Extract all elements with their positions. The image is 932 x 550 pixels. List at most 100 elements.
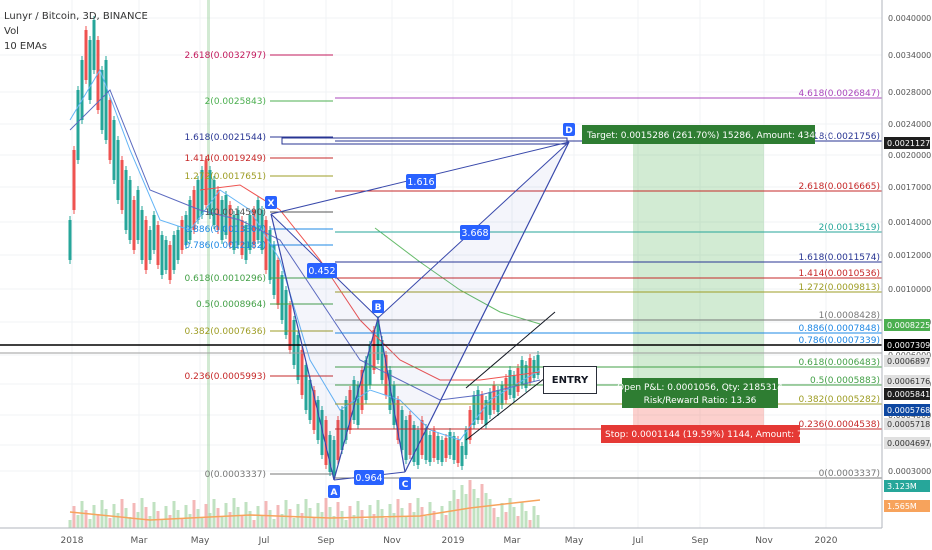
- volume-bar-5: [88, 519, 92, 528]
- candle-body-52: [276, 260, 280, 305]
- volume-bar-1: [72, 506, 76, 528]
- price-badge-label-2: 0.0007309: [887, 341, 930, 350]
- price-badge-8: [884, 437, 930, 449]
- candle-body-12: [116, 140, 120, 200]
- x-tick-1: Mar: [131, 536, 148, 546]
- candle-body-58: [300, 350, 304, 395]
- volume-bar-42: [236, 507, 240, 528]
- price-axis-bg: [882, 0, 932, 550]
- target-text: Target: 0.0015286 (261.70%) 15286, Amoun…: [586, 131, 835, 141]
- volume-bar-57: [296, 504, 300, 528]
- y-tick-4: 0.0020000: [888, 151, 931, 160]
- price-badge-6: [884, 404, 930, 416]
- candle-body-84: [404, 420, 408, 460]
- volume-bar-3: [80, 501, 84, 528]
- candle-body-60: [308, 380, 312, 420]
- volume-bar-64: [324, 498, 328, 528]
- candle-body-23: [160, 235, 164, 275]
- price-badge-label-10: 1.565M: [887, 502, 917, 511]
- candle-body-42: [236, 210, 240, 245]
- candle-body-21: [152, 215, 156, 250]
- fib-left-label-11: 0.236(0.0005993): [185, 372, 266, 382]
- ema-indicator-label[interactable]: 10 EMAs: [4, 41, 47, 52]
- candle-body-83: [400, 410, 404, 450]
- candle-body-50: [268, 230, 272, 280]
- y-tick-5: 0.0017000: [888, 183, 931, 192]
- pattern-leg-CD: [404, 141, 570, 473]
- fib-right-label-9: 0.786(0.0007339): [799, 336, 880, 346]
- candle-body-43: [240, 220, 244, 255]
- volume-bar-110: [508, 498, 512, 528]
- point-label-X: X: [268, 199, 275, 209]
- candle-body-65: [328, 435, 332, 472]
- point-label-D: D: [565, 126, 572, 136]
- price-badge-label-8: 0.0004697: [887, 439, 930, 448]
- candle-body-81: [392, 385, 396, 425]
- candle-body-79: [384, 355, 388, 395]
- volume-bar-113: [520, 502, 524, 528]
- volume-bar-95: [448, 501, 452, 528]
- candle-body-9: [104, 60, 108, 140]
- candle-body-70: [348, 390, 352, 430]
- price-badge-label-4: 0.0006176: [887, 377, 930, 386]
- y-tick-14: 0.0003000: [888, 467, 931, 476]
- candle-body-57: [296, 335, 300, 380]
- candle-body-11: [112, 120, 116, 180]
- candle-body-69: [344, 400, 348, 440]
- candle-body-39: [224, 195, 228, 235]
- candle-body-74: [364, 360, 368, 400]
- volume-bar-9: [104, 509, 108, 528]
- volume-bar-66: [332, 516, 336, 528]
- ema-long: [374, 227, 541, 325]
- point-label-C: C: [402, 480, 409, 490]
- candle-body-97: [456, 440, 460, 463]
- target-box: [582, 125, 815, 144]
- volume-bar-63: [320, 512, 324, 528]
- candle-body-41: [232, 215, 236, 250]
- volume-ma: [69, 499, 541, 521]
- volume-bar-99: [464, 494, 468, 528]
- candle-body-96: [452, 436, 456, 460]
- volume-bar-54: [284, 500, 288, 528]
- point-label-B: B: [375, 303, 382, 313]
- candle-body-26: [172, 235, 176, 270]
- candle-body-61: [312, 390, 316, 430]
- candle-body-100: [468, 410, 472, 440]
- candle-body-5: [88, 40, 92, 100]
- rr-text: Risk/Reward Ratio: 13.36: [644, 396, 757, 406]
- volume-bar-38: [220, 517, 224, 528]
- price-badge-label-0: 0.0021127: [887, 139, 930, 148]
- fib-right-label-4: 1.618(0.0011574): [799, 253, 880, 263]
- price-badge-2: [884, 339, 930, 351]
- volume-bar-0: [68, 520, 72, 528]
- candle-body-67: [336, 420, 340, 460]
- pattern-fill-xab: [271, 214, 378, 480]
- pattern-leg-XA: [270, 213, 335, 481]
- volume-bar-89: [424, 516, 428, 528]
- fib-right-label-7: 1(0.0008428): [819, 311, 880, 321]
- volume-bar-62: [316, 503, 320, 528]
- x-tick-5: Nov: [383, 536, 401, 546]
- candle-body-78: [380, 340, 384, 380]
- volume-bar-69: [344, 520, 348, 528]
- candle-body-108: [500, 385, 504, 405]
- candle-body-45: [248, 215, 252, 250]
- volume-bar-102: [476, 498, 480, 528]
- x-tick-9: Jul: [632, 536, 644, 546]
- candle-body-6: [92, 20, 96, 70]
- price-badge-label-9: 3.123M: [887, 482, 917, 491]
- volume-bar-23: [160, 520, 164, 528]
- y-tick-8: 0.0010000: [888, 285, 931, 294]
- volume-indicator-label[interactable]: Vol: [4, 26, 19, 37]
- volume-bar-2: [76, 515, 80, 528]
- ema-fast: [69, 68, 541, 441]
- ratio-label-2: 0.452: [308, 266, 335, 277]
- price-badge-5: [884, 388, 930, 400]
- candle-body-89: [424, 428, 428, 460]
- candle-body-115: [528, 358, 532, 382]
- candle-body-38: [220, 200, 224, 240]
- fib-right-label-13: 0.236(0.0004538): [799, 420, 880, 430]
- volume-bar-19: [144, 507, 148, 528]
- candle-body-47: [256, 200, 260, 240]
